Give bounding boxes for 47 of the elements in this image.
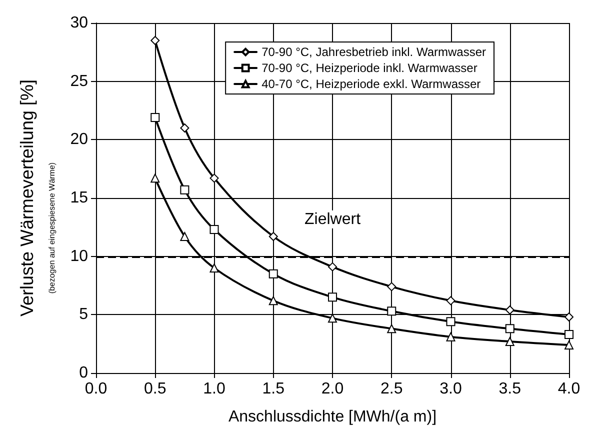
x-tick-label: 4.0 [558,380,580,398]
point [180,232,190,241]
point [505,324,514,334]
x-tick-label: 2.0 [321,380,344,398]
point [268,296,278,306]
point [446,332,456,342]
point [387,282,396,292]
y-tick-label: 25 [70,72,88,90]
x-tick-label: 2.5 [380,380,403,398]
point [505,337,514,346]
y-tick-label: 5 [79,306,88,324]
y-tick-label: 20 [70,131,88,148]
x-tick-label: 3.5 [498,380,522,398]
point [268,232,278,241]
y-tick-label: 10 [70,248,88,265]
legend-label: 70-90 °C, Heizperiode inkl. Warmwasser [262,61,478,75]
point [564,330,574,339]
legend-label: 40-70 °C, Heizperiode exkl. Warmwasser [262,77,481,91]
x-tick-label: 3.0 [440,380,462,398]
point [150,113,160,122]
y-tick-label: 30 [70,14,88,32]
ref-line-label: Zielwert [304,210,362,228]
point [180,124,190,132]
point [328,292,337,302]
point [210,174,219,183]
point [150,36,160,45]
point [328,262,337,272]
point [210,225,219,234]
x-tick-label: 1.0 [203,380,226,398]
x-tick-label: 1.5 [262,380,285,398]
point [446,296,456,306]
x-axis-title: Anschlussdichte [MWh/(a m)] [228,408,437,426]
point [387,324,396,334]
legend-label: 70-90 °C, Jahresbetrieb inkl. Warmwasser [262,45,486,59]
y-tick-label: 15 [70,190,88,206]
point [446,317,456,326]
x-tick-label: 0.0 [84,380,108,398]
text: (bezogen auf eingespiesene Wärme) [48,162,56,294]
point [268,269,278,278]
x-tick-label: 0.5 [144,380,166,398]
point [564,312,574,322]
point [150,174,160,183]
y-tick-label: 0 [79,364,88,382]
point [180,185,190,194]
y-axis-title: Verluste Wärmeverteilung [%] [17,79,37,317]
point [505,306,514,314]
point [387,306,396,316]
